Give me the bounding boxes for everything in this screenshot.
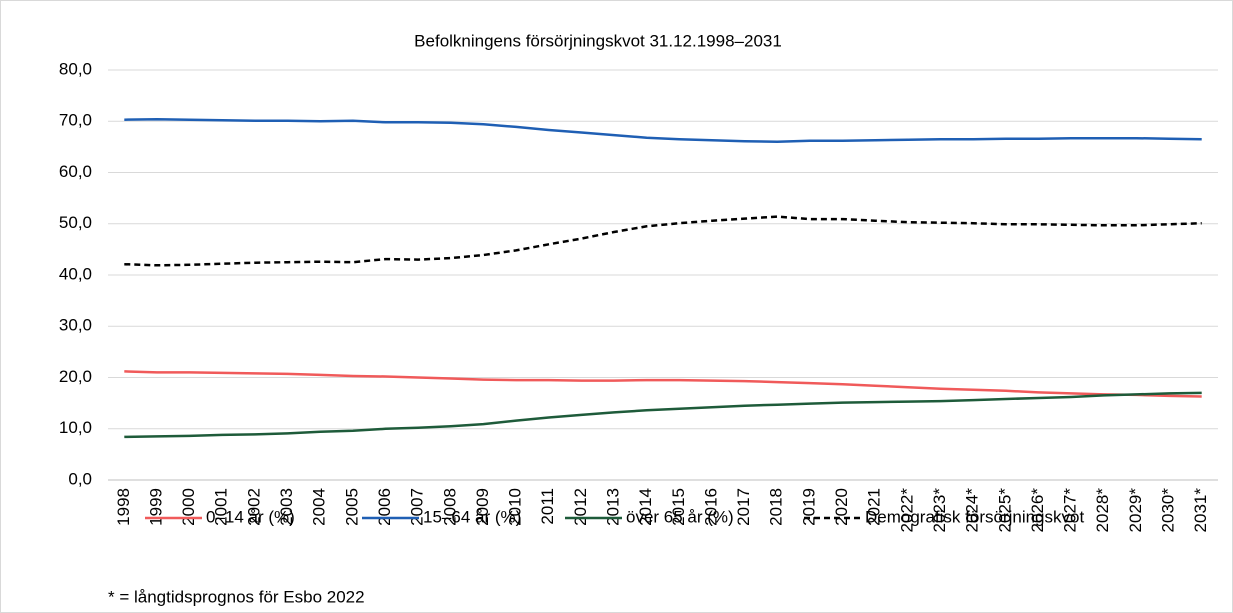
x-tick-label: 2014 (636, 488, 655, 526)
y-tick-label: 80,0 (59, 59, 92, 78)
x-tick-label: 2007 (408, 488, 427, 526)
series-line (124, 215, 1202, 267)
x-tick-label: 2030* (1159, 488, 1178, 533)
x-tick-label: 2001 (212, 488, 231, 526)
y-tick-label: 50,0 (59, 213, 92, 232)
x-tick-label: 2025* (995, 488, 1014, 533)
series-line (124, 370, 1202, 398)
x-tick-label: 2028* (1093, 488, 1112, 533)
y-tick-label: 70,0 (59, 111, 92, 130)
x-tick-label: 1999 (146, 488, 165, 526)
x-tick-label: 2008 (440, 488, 459, 526)
y-tick-label: 30,0 (59, 316, 92, 335)
legend-label: Demografisk försörjningskvot (865, 507, 1084, 526)
x-tick-label: 2000 (179, 488, 198, 526)
x-tick-label: 2009 (473, 488, 492, 526)
x-tick-label: 2017 (734, 488, 753, 526)
x-tick-label: 2006 (375, 488, 394, 526)
x-tick-label: 2005 (342, 488, 361, 526)
y-tick-label: 60,0 (59, 162, 92, 181)
x-tick-label: 2031* (1191, 488, 1210, 533)
x-tick-label: 2023* (930, 488, 949, 533)
y-tick-label: 40,0 (59, 264, 92, 283)
legend-label: 0–14 år (%) (206, 507, 295, 526)
x-tick-label: 2003 (277, 488, 296, 526)
x-tick-label: 2021 (865, 488, 884, 526)
x-tick-label: 2019 (799, 488, 818, 526)
series-line (124, 391, 1202, 439)
x-tick-label: 2011 (538, 488, 557, 525)
x-tick-label: 2015 (669, 488, 688, 526)
x-tick-label: 2004 (310, 488, 329, 526)
x-tick-label: 2026* (1028, 488, 1047, 533)
x-tick-label: 2013 (604, 488, 623, 526)
x-tick-label: 2029* (1126, 488, 1145, 533)
legend-label: 15–64 år (%) (423, 507, 521, 526)
x-tick-label: 2024* (963, 488, 982, 533)
x-tick-label: 2018 (767, 488, 786, 526)
chart-title: Befolkningens försörjningskvot 31.12.199… (414, 31, 782, 50)
x-tick-label: 2012 (571, 488, 590, 526)
x-tick-label: 2002 (244, 488, 263, 526)
y-tick-label: 10,0 (59, 418, 92, 437)
y-tick-label: 0,0 (68, 469, 92, 488)
legend-label: över 65 år (%) (626, 507, 734, 526)
x-tick-label: 2010 (506, 488, 525, 526)
footnote: * = långtidsprognos för Esbo 2022 (108, 587, 365, 606)
x-tick-label: 2027* (1061, 488, 1080, 533)
y-tick-label: 20,0 (59, 367, 92, 386)
x-tick-label: 2016 (701, 488, 720, 526)
series-line (124, 117, 1202, 144)
x-tick-label: 2022* (897, 488, 916, 533)
x-tick-label: 1998 (114, 488, 133, 526)
x-tick-label: 2020 (832, 488, 851, 526)
